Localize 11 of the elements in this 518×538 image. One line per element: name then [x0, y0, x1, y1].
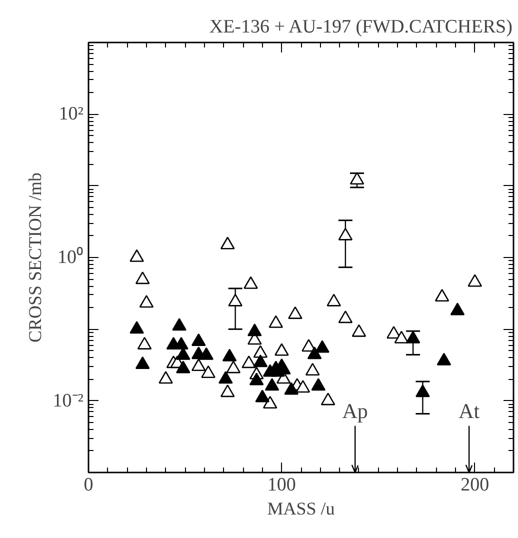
- x-tick-label: 200: [460, 474, 490, 496]
- chart-title: XE-136 + AU-197 (FWD.CATCHERS): [209, 16, 512, 38]
- ref-line-label: Ap: [342, 398, 368, 423]
- ref-line-label: At: [458, 398, 480, 423]
- y-tick-label: 10²: [58, 104, 84, 125]
- y-tick-label: 10⁰: [58, 246, 84, 268]
- x-tick-label: 100: [267, 474, 296, 496]
- y-tick-label: 10⁻²: [52, 390, 84, 412]
- y-axis-title: CROSS SECTION /mb: [24, 172, 45, 343]
- x-tick-label: 0: [84, 474, 94, 496]
- x-axis-title: MASS /u: [267, 498, 335, 518]
